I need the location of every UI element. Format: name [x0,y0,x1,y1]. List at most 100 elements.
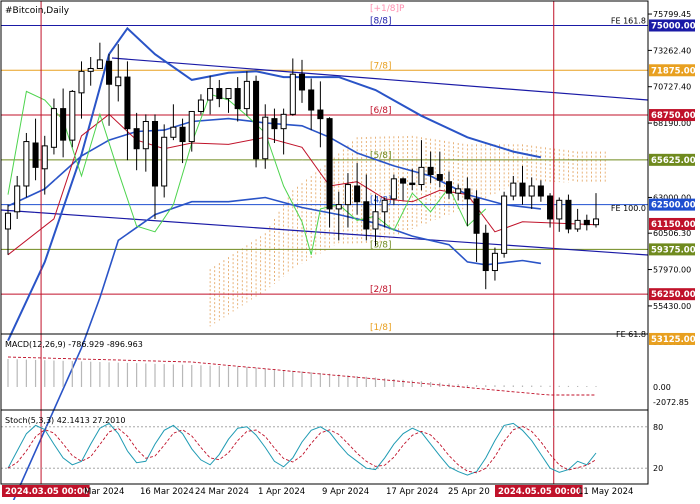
candle-body [262,116,269,160]
candle-body [537,185,544,197]
price-tick-label: 55430.00 [653,302,691,311]
candle-body [418,166,425,186]
price-tags: 75000.00 71875.00 68750.00 65625.00 62500.00… [649,19,696,345]
candle-body [556,199,563,220]
candle-body [133,128,140,150]
kijun-line [7,113,597,256]
murrey-level-label: [4/8] [370,196,392,206]
candle-body [69,90,76,141]
fibo-label: FE 161.8 [611,16,646,25]
candle-body [207,88,214,101]
stoch-title: Stoch(5,3,3) 42.1413 27.2010 [5,416,125,425]
current-price-tag-bg [649,217,695,230]
candle-body [400,178,407,184]
candle-body [363,201,370,230]
vertical-markers [40,1,555,484]
murrey-price-tag-bg [649,198,695,211]
murrey-level-label: [8/8] [370,16,392,26]
candle-body [234,88,241,110]
candle-body [464,188,471,200]
candle-body [289,73,296,115]
murrey-price-tag-label: 68750.00 [651,111,696,121]
candle-body [280,113,287,130]
murrey-price-tag-label: 59375.00 [651,245,696,255]
candle-body [32,142,39,168]
murrey-level-label: [7/8] [370,61,392,71]
candle-body [41,145,48,170]
time-axis-label: Mar 2024 [84,487,124,497]
candle-body [142,121,149,150]
price-tick-label: 60506.30 [653,229,691,238]
candle-body [96,59,103,69]
chart-title: #Bitcoin,Daily [5,6,70,16]
murrey-level-label: [3/8] [370,240,392,250]
murrey-level-label: [1/8] [370,323,392,333]
candle-body [482,232,489,272]
candle-body [298,73,306,91]
time-axis-label: 17 Apr 2024 [386,487,439,497]
murrey-price-tag-label: 75000.00 [651,21,696,31]
candle-body [344,184,351,206]
murrey-price-tag-label: 71875.00 [651,66,696,76]
candle-body [243,80,250,110]
time-marker-label: 2024.05.05 00:00 [498,487,582,497]
macd-signal-line [7,356,596,396]
time-marker-label: 2024.03.05 00:00 [5,487,89,497]
candle-body [161,136,168,187]
candle-body [372,211,379,230]
candles [4,42,600,290]
candle-body [445,181,453,194]
price-axis: 75799.45 73262.40 70727.40 68190.00 63000.00… [648,10,691,311]
murrey-price-tag-label: 62500.00 [651,201,696,211]
stochastic-panel: Stoch(5,3,3) 42.1413 27.2010 80 20 [1,416,663,476]
candle-body [455,188,462,194]
candle-body [87,67,94,72]
murrey-price-tag-label: 56250.00 [651,290,696,300]
candle-body [308,89,315,111]
murrey-price-tag-bg [649,153,695,166]
candle-body [253,80,260,160]
price-tick-label: 75799.45 [653,10,691,19]
time-axis-label: 9 Apr 2024 [322,487,369,497]
candle-body [409,182,416,186]
candle-body [335,204,342,210]
time-axis-label: 11 May 2024 [578,487,633,497]
candle-body [78,70,85,94]
time-axis-label: 1 Apr 2024 [258,487,305,497]
candle-body [225,88,232,100]
price-tick-label: 73262.40 [653,46,691,55]
candle-body [271,118,278,130]
time-marker-tag [2,485,90,497]
stoch-tick-label: 20 [653,464,663,473]
murrey-price-tag-bg [649,19,695,32]
candle-body [390,178,397,200]
candle-body [491,252,498,272]
murrey-level-label: [5/8] [370,151,392,161]
murrey-price-tag-bg [649,243,695,256]
candle-body [151,121,159,187]
price-tick-label: 68190.00 [653,119,691,128]
time-axis-label: 16 Mar 2024 [140,487,194,497]
candle-body [124,76,131,130]
murrey-price-tag-bg [649,109,695,122]
candle-body [50,108,57,148]
murrey-price-tag-bg [649,64,695,77]
candle-body [473,198,480,234]
candle-body [23,141,30,187]
macd-panel: MACD(12,26,9) -786.929 -896.9635919.2530… [5,338,691,407]
candle-body [547,195,554,220]
candle-body [179,126,186,143]
time-marker-tag [495,485,583,497]
candle-body [528,185,535,197]
murrey-price-tag-bg [649,332,695,345]
bollinger-lower [11,196,542,504]
candle-body [326,118,333,210]
price-tick-label: 63000.00 [653,193,691,202]
candle-body [106,60,113,85]
time-axis-label: 25 Apr 20 [448,487,490,497]
trendline-upper [111,57,649,101]
candle-body [501,195,508,254]
chart-frame [0,0,649,485]
